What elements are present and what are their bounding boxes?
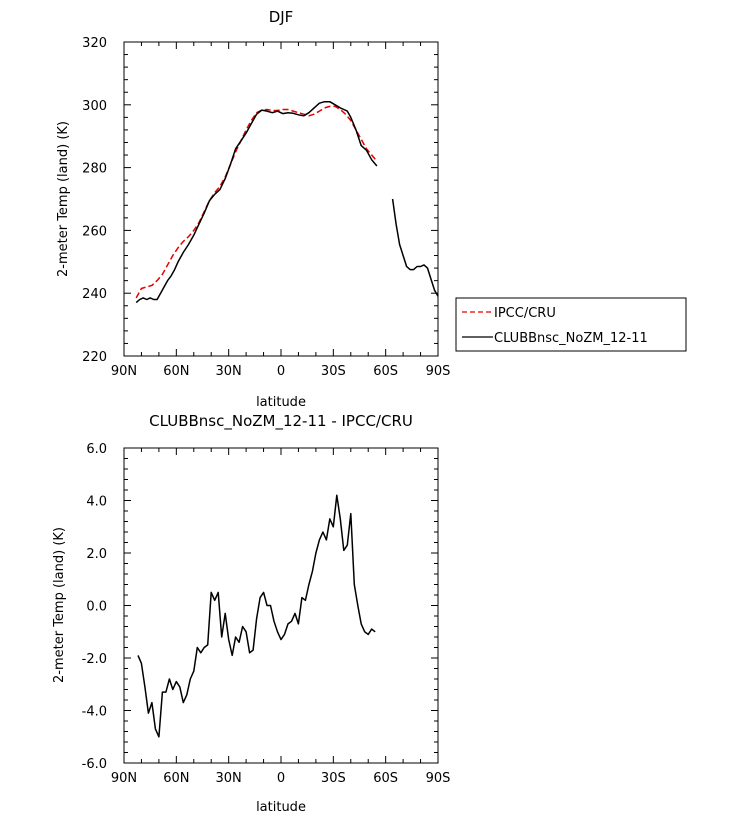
top-y-tick-label: 300 [82,99,107,114]
bottom-x-tick-label: 0 [277,771,285,786]
top-series-line-clubbnsc-nozm-12-11-seg2 [391,198,439,297]
top-x-axis-label: latitude [256,395,306,410]
top-plot-frame [123,41,439,357]
legend: IPCC/CRU CLUBBnsc_NoZM_12-11 [455,297,687,352]
top-chart-title: DJF [269,8,294,26]
bottom-y-tick-label: 6.0 [86,442,107,457]
bottom-y-tick-label: -6.0 [82,757,107,772]
bottom-x-tick-label: 60S [373,771,398,786]
top-x-tick-label: 90S [426,364,451,379]
top-panel: DJF 90N 60N 30N 0 30S 60S 90S 220 240 260 280 300 32… [56,8,687,410]
legend-label-clubb: CLUBBnsc_NoZM_12-11 [494,331,648,346]
bottom-x-tick-label: 30N [216,771,242,786]
bottom-x-tick-label: 30S [321,771,346,786]
bottom-ticks [123,447,439,764]
top-series-line-clubbnsc-nozm-12-11-seg1 [135,100,378,304]
top-y-tick-label: 240 [82,287,107,302]
bottom-x-tick-label: 90S [426,771,451,786]
top-y-tick-label: 320 [82,36,107,51]
bottom-series-line-difference [137,494,376,738]
bottom-series [137,494,376,738]
legend-box [455,297,687,352]
top-x-tick-label: 90N [111,364,137,379]
bottom-y-axis-label: 2-meter Temp (land) (K) [52,527,67,683]
top-x-tick-label: 60S [373,364,398,379]
top-y-axis-label: 2-meter Temp (land) (K) [56,121,71,277]
top-tick-labels: 90N 60N 30N 0 30S 60S 90S 220 240 260 280 300 320 [82,36,450,379]
top-x-tick-label: 0 [277,364,285,379]
top-x-tick-label: 30N [216,364,242,379]
top-y-tick-label: 260 [82,224,107,239]
bottom-tick-labels: 90N 60N 30N 0 30S 60S 90S -6.0 -4.0 -2.0 0.0 2.0 4.0… [82,442,451,786]
bottom-y-tick-label: 4.0 [86,495,107,510]
bottom-x-axis-label: latitude [256,800,306,815]
top-ticks [123,41,439,357]
top-y-tick-label: 220 [82,350,107,365]
top-series-line-ipcc-cru [135,105,378,299]
top-series [135,100,439,304]
bottom-y-tick-label: -4.0 [82,705,107,720]
top-x-tick-label: 60N [163,364,189,379]
bottom-y-tick-label: 0.0 [86,600,107,615]
bottom-y-tick-label: -2.0 [82,652,107,667]
top-y-tick-label: 280 [82,162,107,177]
top-x-tick-label: 30S [321,364,346,379]
bottom-x-tick-label: 60N [163,771,189,786]
bottom-panel: CLUBBnsc_NoZM_12-11 - IPCC/CRU 90N 60N 30N… [52,412,450,815]
bottom-chart-title: CLUBBnsc_NoZM_12-11 - IPCC/CRU [149,412,413,431]
bottom-y-tick-label: 2.0 [86,547,107,562]
bottom-x-tick-label: 90N [111,771,137,786]
bottom-plot-frame [123,447,439,764]
legend-label-ipcc-cru: IPCC/CRU [494,306,556,321]
